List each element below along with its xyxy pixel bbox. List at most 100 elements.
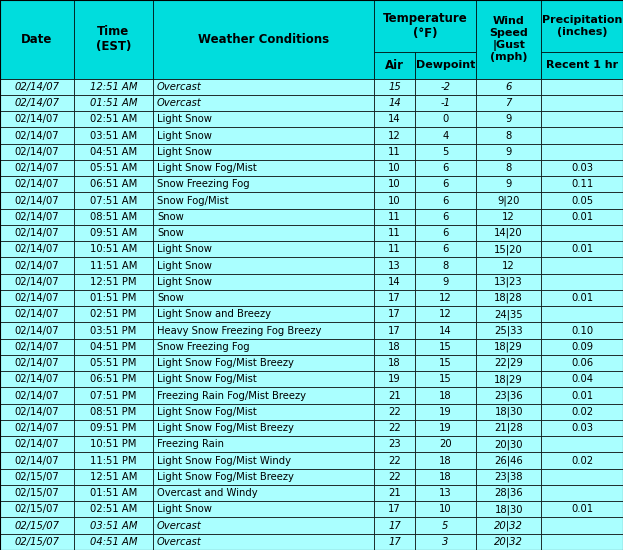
Text: 18: 18 (388, 342, 401, 352)
Text: 25|33: 25|33 (495, 326, 523, 336)
Text: 26|46: 26|46 (494, 455, 523, 466)
Text: 02/14/07: 02/14/07 (14, 179, 59, 189)
Text: 04:51 AM: 04:51 AM (90, 537, 137, 547)
Text: 02/14/07: 02/14/07 (14, 196, 59, 206)
Bar (541, 274, 623, 290)
Bar (74, 518, 153, 534)
Bar (374, 79, 415, 95)
Bar (415, 111, 476, 128)
Text: 0.09: 0.09 (571, 342, 593, 352)
Bar (374, 355, 415, 371)
Bar (476, 192, 541, 208)
Text: 13: 13 (439, 488, 452, 498)
Bar (374, 241, 415, 257)
Bar (415, 225, 476, 241)
Bar (153, 257, 374, 274)
Bar (374, 518, 415, 534)
Bar (153, 534, 374, 550)
Bar (0, 144, 74, 160)
Text: 8: 8 (442, 261, 449, 271)
Text: -1: -1 (440, 98, 450, 108)
Bar (374, 95, 415, 111)
Text: 19: 19 (439, 407, 452, 417)
Bar (476, 176, 541, 192)
Text: 19: 19 (388, 375, 401, 384)
Bar (476, 339, 541, 355)
Bar (0, 128, 74, 144)
Text: 10:51 AM: 10:51 AM (90, 244, 137, 254)
Bar (74, 306, 153, 322)
Text: 09:51 AM: 09:51 AM (90, 228, 137, 238)
Bar (153, 518, 374, 534)
Bar (415, 128, 476, 144)
Text: 5: 5 (442, 147, 449, 157)
Text: 22|29: 22|29 (494, 358, 523, 368)
Text: 15|20: 15|20 (494, 244, 523, 255)
Bar (0, 192, 74, 208)
Bar (415, 290, 476, 306)
Text: 11: 11 (388, 228, 401, 238)
Text: 02/14/07: 02/14/07 (14, 114, 59, 124)
Text: 02/14/07: 02/14/07 (14, 390, 59, 400)
Text: 02/15/07: 02/15/07 (14, 521, 59, 531)
Text: Overcast: Overcast (157, 537, 202, 547)
Bar (541, 0, 623, 52)
Text: 11: 11 (388, 212, 401, 222)
Bar (153, 160, 374, 176)
Bar (415, 518, 476, 534)
Text: 02/14/07: 02/14/07 (14, 375, 59, 384)
Bar (415, 95, 476, 111)
Text: 12:51 PM: 12:51 PM (90, 277, 136, 287)
Text: 0.01: 0.01 (571, 212, 593, 222)
Text: Light Snow: Light Snow (157, 261, 212, 271)
Text: Recent 1 hr: Recent 1 hr (546, 60, 618, 70)
Bar (541, 290, 623, 306)
Bar (541, 387, 623, 404)
Text: 02/14/07: 02/14/07 (14, 228, 59, 238)
Bar (415, 453, 476, 469)
Bar (415, 144, 476, 160)
Text: Date: Date (21, 33, 52, 46)
Text: 6: 6 (505, 82, 512, 92)
Bar (74, 274, 153, 290)
Text: 12:51 AM: 12:51 AM (90, 472, 137, 482)
Text: Snow Fog/Mist: Snow Fog/Mist (157, 196, 229, 206)
Text: 18|29: 18|29 (494, 342, 523, 352)
Bar (74, 371, 153, 387)
Text: 17: 17 (388, 504, 401, 514)
Text: 0.02: 0.02 (571, 407, 593, 417)
Bar (541, 306, 623, 322)
Text: 02/15/07: 02/15/07 (14, 504, 59, 514)
Bar (541, 241, 623, 257)
Text: Overcast: Overcast (157, 82, 202, 92)
Bar (415, 208, 476, 225)
Text: 05:51 PM: 05:51 PM (90, 358, 136, 368)
Bar (541, 225, 623, 241)
Bar (541, 518, 623, 534)
Text: 03:51 AM: 03:51 AM (90, 130, 137, 141)
Bar (153, 274, 374, 290)
Bar (415, 420, 476, 436)
Bar (541, 420, 623, 436)
Bar (0, 501, 74, 518)
Bar (415, 371, 476, 387)
Text: 10: 10 (388, 196, 401, 206)
Bar (153, 208, 374, 225)
Bar (74, 322, 153, 339)
Text: Overcast and Windy: Overcast and Windy (157, 488, 258, 498)
Bar (0, 290, 74, 306)
Text: 15: 15 (439, 342, 452, 352)
Bar (541, 534, 623, 550)
Bar (0, 160, 74, 176)
Text: 02/15/07: 02/15/07 (14, 472, 59, 482)
Text: 0.06: 0.06 (571, 358, 593, 368)
Text: 12: 12 (502, 261, 515, 271)
Text: 8: 8 (505, 130, 512, 141)
Text: 07:51 AM: 07:51 AM (90, 196, 137, 206)
Bar (74, 208, 153, 225)
Text: 0.01: 0.01 (571, 390, 593, 400)
Bar (374, 436, 415, 453)
Bar (374, 501, 415, 518)
Bar (0, 0, 74, 79)
Text: 02/14/07: 02/14/07 (14, 423, 59, 433)
